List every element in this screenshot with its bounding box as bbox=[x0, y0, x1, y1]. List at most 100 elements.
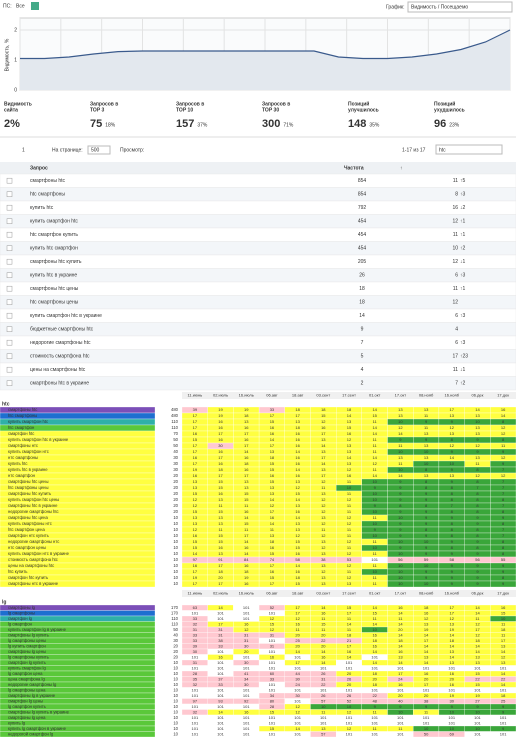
position-value: 101 bbox=[192, 654, 199, 659]
row-checkbox[interactable] bbox=[6, 326, 13, 332]
position-value: 8 bbox=[451, 527, 454, 532]
position-value: 9 bbox=[374, 527, 377, 532]
row-checkbox[interactable] bbox=[6, 245, 13, 251]
position-value: 12 bbox=[321, 503, 326, 508]
row-checkbox[interactable] bbox=[6, 339, 13, 346]
position-value: 11 bbox=[321, 485, 326, 490]
position-value: 16 bbox=[398, 605, 403, 610]
frequency: 205 bbox=[358, 259, 367, 265]
position-value: 14 bbox=[347, 455, 352, 460]
sort-indicator: ↑ bbox=[400, 165, 403, 171]
position-value: 101 bbox=[269, 649, 276, 654]
position: 6 bbox=[455, 313, 458, 319]
report-query: смартфоны lg купить в украине bbox=[8, 709, 70, 714]
position-value: 20 bbox=[321, 643, 326, 648]
position-value: 24 bbox=[398, 676, 403, 681]
stat-percent: 37% bbox=[197, 122, 208, 128]
report-query: купить смартфон lg в украине bbox=[8, 627, 67, 632]
table-header-bg bbox=[0, 162, 516, 174]
position-value: 8 bbox=[451, 545, 454, 550]
position-value: 101 bbox=[294, 665, 301, 670]
row-checkbox[interactable] bbox=[6, 177, 13, 184]
position-value: 17 bbox=[270, 581, 275, 586]
report-query: купить смартфоны нтс bbox=[8, 521, 52, 526]
position-value: 8 bbox=[425, 479, 428, 484]
row-checkbox[interactable] bbox=[6, 258, 13, 265]
row-checkbox[interactable] bbox=[6, 191, 13, 197]
search-value: htc bbox=[439, 147, 446, 153]
position-value: 16 bbox=[424, 671, 429, 676]
page-number[interactable]: 1 bbox=[22, 147, 25, 153]
report-freq: 20 bbox=[173, 643, 178, 648]
position: 11 bbox=[453, 367, 458, 373]
position-value: 9 bbox=[476, 563, 479, 568]
position-value: 93 bbox=[218, 698, 223, 703]
y-axis-label: Видимость, % bbox=[4, 38, 10, 71]
position-value: 31 bbox=[193, 660, 198, 665]
position-value: 101 bbox=[500, 715, 507, 720]
position-value: 12 bbox=[501, 431, 506, 436]
position-value: 10 bbox=[398, 563, 403, 568]
graph-select[interactable] bbox=[407, 1, 513, 13]
report-query: смартфоны lg в украине bbox=[8, 693, 56, 698]
position-value: 13 bbox=[244, 419, 249, 424]
position-value: 14 bbox=[450, 643, 455, 648]
position-value: 9 bbox=[451, 569, 454, 574]
position-value: 101 bbox=[269, 660, 276, 665]
position-value: 11 bbox=[373, 616, 378, 621]
row-checkbox[interactable] bbox=[6, 299, 13, 305]
position-value: 11 bbox=[424, 709, 429, 714]
position-value: 18 bbox=[270, 539, 275, 544]
row-checkbox[interactable] bbox=[6, 272, 13, 278]
position-value: 14 bbox=[424, 632, 429, 637]
row-checkbox[interactable] bbox=[6, 231, 13, 238]
date-header: 16.нояб bbox=[445, 393, 460, 398]
row-checkbox[interactable] bbox=[6, 218, 13, 224]
stat-label: ТОР 3 bbox=[90, 107, 105, 113]
position-value: 11 bbox=[321, 527, 326, 532]
row-checkbox[interactable] bbox=[6, 285, 13, 292]
position-value: 25 bbox=[295, 638, 300, 643]
row-checkbox[interactable] bbox=[6, 366, 13, 373]
ps-value[interactable]: Все bbox=[16, 3, 25, 9]
stat-value: 96 bbox=[434, 118, 446, 130]
position-value: 80 bbox=[270, 698, 275, 703]
position-value: 9 bbox=[399, 509, 402, 514]
position-value: 9 bbox=[502, 726, 505, 731]
search-box[interactable] bbox=[435, 144, 503, 155]
frequency: 14 bbox=[359, 313, 365, 319]
engine-icon[interactable] bbox=[31, 2, 39, 10]
position-value: 13 bbox=[347, 443, 352, 448]
position-value: 38 bbox=[321, 557, 326, 562]
y-tick-label: 0 bbox=[14, 87, 17, 93]
report-freq: 10 bbox=[173, 575, 178, 580]
position-value: 101 bbox=[243, 610, 250, 615]
position-value: 16 bbox=[450, 671, 455, 676]
position-value: 40 bbox=[398, 698, 403, 703]
row-checkbox[interactable] bbox=[6, 204, 13, 211]
row-checkbox[interactable] bbox=[6, 380, 13, 386]
position-value: 10 bbox=[372, 627, 377, 632]
report-freq: 10 bbox=[173, 682, 178, 687]
frequency: 5 bbox=[361, 354, 364, 360]
row-checkbox[interactable] bbox=[6, 312, 13, 319]
position-value: 14 bbox=[450, 632, 455, 637]
section-label: lg bbox=[2, 599, 6, 605]
position-value: 13 bbox=[398, 455, 403, 460]
position-value: 20 bbox=[218, 575, 223, 580]
position-value: 11 bbox=[398, 616, 403, 621]
position-value: 12 bbox=[347, 709, 352, 714]
per-page-select[interactable] bbox=[87, 145, 111, 155]
position-value: 16 bbox=[244, 437, 249, 442]
change: ↑3 bbox=[460, 192, 466, 198]
position-value: 8 bbox=[425, 485, 428, 490]
frequency: 26 bbox=[359, 273, 365, 279]
row-checkbox[interactable] bbox=[6, 353, 13, 359]
position-value: 31 bbox=[218, 627, 223, 632]
position-value: 8 bbox=[476, 467, 479, 472]
report-query: смартфоны lg цена bbox=[8, 715, 46, 720]
position-value: 14 bbox=[270, 497, 275, 502]
position-value: 8 bbox=[476, 491, 479, 496]
position-value: 15 bbox=[270, 726, 275, 731]
position-value: 14 bbox=[398, 473, 403, 478]
